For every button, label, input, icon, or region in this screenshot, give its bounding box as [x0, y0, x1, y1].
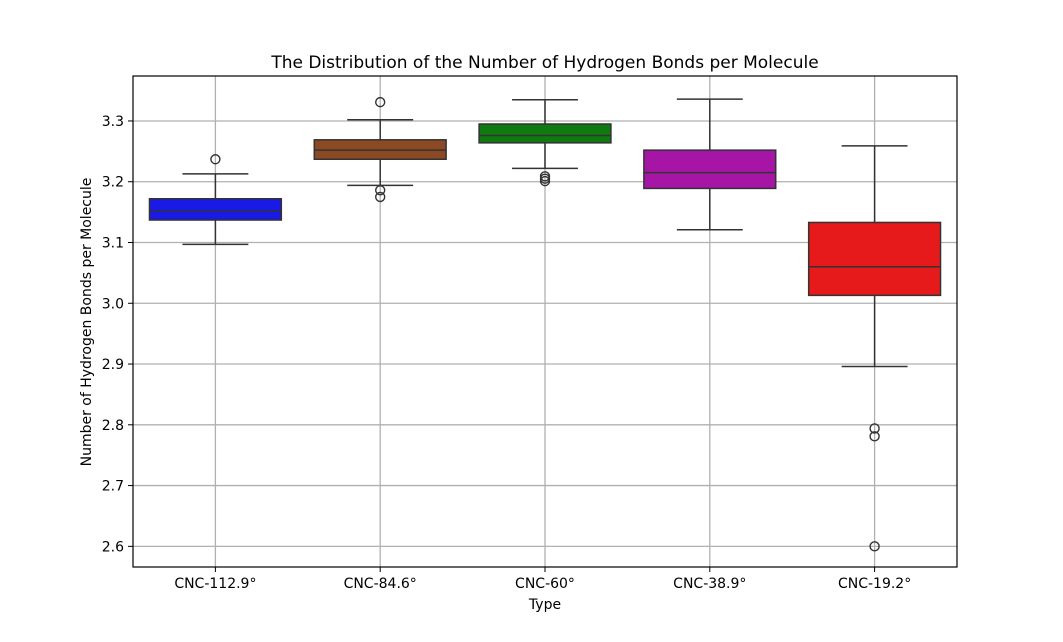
- x-tick-label: CNC-112.9°: [174, 576, 256, 592]
- x-tick-label: CNC-84.6°: [344, 576, 417, 592]
- y-tick-label: 3.1: [102, 236, 124, 252]
- y-tick-label: 3.0: [102, 296, 124, 312]
- y-axis-ticks: 2.6 2.7 2.8 2.9 3.0 3.1 3.2 3.3: [102, 114, 133, 555]
- box-group: [148, 154, 283, 246]
- box-iqr: [643, 149, 777, 190]
- outlier-point: [375, 185, 386, 196]
- x-tick-label: CNC-38.9°: [673, 576, 746, 592]
- outlier-point: [375, 96, 386, 108]
- outlier-point: [375, 191, 386, 203]
- x-tick-label: CNC-19.2°: [838, 576, 911, 592]
- chart-title: The Distribution of the Number of Hydrog…: [270, 53, 818, 73]
- box-iqr: [148, 198, 283, 221]
- outlier-point: [869, 423, 880, 434]
- box-iqr: [807, 221, 942, 297]
- outlier-point: [869, 541, 880, 552]
- outlier-point: [539, 175, 551, 187]
- box-group: [313, 96, 447, 203]
- x-axis-label: Type: [528, 597, 561, 613]
- x-tick-label: CNC-60°: [515, 576, 575, 592]
- box-group: [478, 98, 612, 187]
- outlier-point: [869, 431, 880, 442]
- y-tick-label: 2.8: [102, 418, 124, 434]
- box-group: [643, 98, 777, 231]
- y-tick-label: 2.7: [102, 479, 124, 495]
- box-iqr: [478, 123, 612, 144]
- box-layer: [148, 96, 942, 552]
- y-tick-label: 3.3: [102, 114, 124, 130]
- outlier-point: [210, 154, 221, 165]
- y-tick-label: 3.2: [102, 175, 124, 191]
- y-axis-label: Number of Hydrogen Bonds per Molecule: [79, 178, 95, 467]
- y-tick-label: 2.6: [102, 539, 124, 555]
- y-tick-label: 2.9: [102, 357, 124, 373]
- box-group: [807, 145, 942, 552]
- x-axis-ticks: CNC-112.9° CNC-84.6° CNC-60° CNC-38.9° CNC-1…: [174, 567, 911, 592]
